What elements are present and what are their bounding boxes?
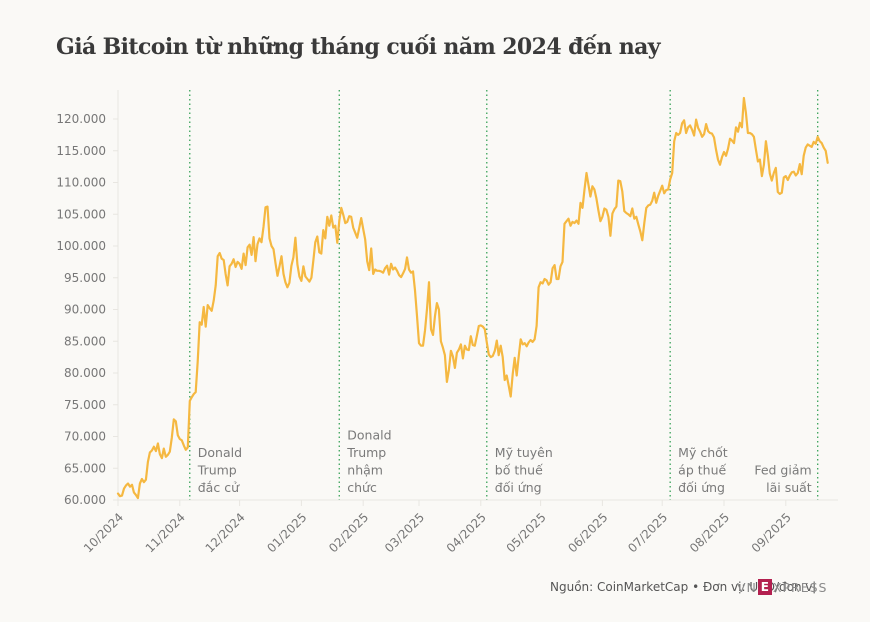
y-tick-label: 115.000 [56,144,106,158]
x-tick-label: 07/2025 [625,510,670,555]
y-tick-label: 110.000 [56,176,106,190]
y-tick-label: 60.000 [64,493,106,507]
event-label: chức [347,480,377,495]
y-tick-label: 120.000 [56,112,106,126]
event-label: áp thuế [678,463,726,478]
event-label: Donald [198,445,242,460]
event-label: đắc cử [198,480,240,495]
x-tick-label: 02/2025 [326,510,371,555]
x-tick-label: 08/2025 [687,510,732,555]
event-label: Donald [347,428,391,443]
y-tick-label: 85.000 [64,334,106,348]
logo-e-box: E [757,579,772,595]
x-axis: 10/2024 11/2024 12/2024 01/2025 02/2025 03/20… [81,499,838,555]
source-note: Nguồn: CoinMarketCap • Đơn vị: USD/đơn v… [550,580,816,594]
x-tick-label: 01/2025 [264,510,309,555]
event-label: Fed giảm [754,463,811,478]
price-line [116,96,829,500]
logo-text-left: VN [737,579,757,595]
x-tick-label: 03/2025 [382,510,427,555]
y-tick-label: 100.000 [56,239,106,253]
y-tick-label: 70.000 [64,430,106,444]
y-tick-label: 80.000 [64,366,106,380]
x-tick-label: 06/2025 [565,510,610,555]
event-label: đối ứng [495,480,542,495]
x-tick-label: 10/2024 [81,510,126,555]
event-label: đối ứng [678,480,725,495]
y-tick-label: 65.000 [64,461,106,475]
event-label: bố thuế [495,463,543,478]
y-tick-label: 75.000 [64,398,106,412]
logo-text-right: XPRESS [772,579,828,595]
x-tick-label: 11/2024 [143,510,188,555]
y-tick-label: 90.000 [64,303,106,317]
x-tick-label: 05/2025 [504,510,549,555]
vnexpress-logo: VN E XPRESS [737,579,827,595]
y-axis: 60.000 65.000 70.000 75.000 80.000 85.000 90.0… [56,90,119,507]
chart-title: Giá Bitcoin từ những tháng cuối năm 2024… [56,34,661,60]
event-label: Mỹ tuyên [495,445,553,460]
event-markers: Donald Trump đắc cử Donald Trump nhậm chức Mỹ t… [189,90,819,500]
y-tick-label: 105.000 [56,207,106,221]
event-label: Mỹ chốt [678,445,728,460]
x-tick-label: 09/2025 [749,510,794,555]
x-tick-label: 12/2024 [203,510,248,555]
event-label: nhậm [347,463,383,478]
event-label: Trump [346,445,386,460]
x-tick-label: 04/2025 [444,510,489,555]
event-label: Trump [197,463,237,478]
event-label: lãi suất [766,480,812,495]
y-tick-label: 95.000 [64,271,106,285]
